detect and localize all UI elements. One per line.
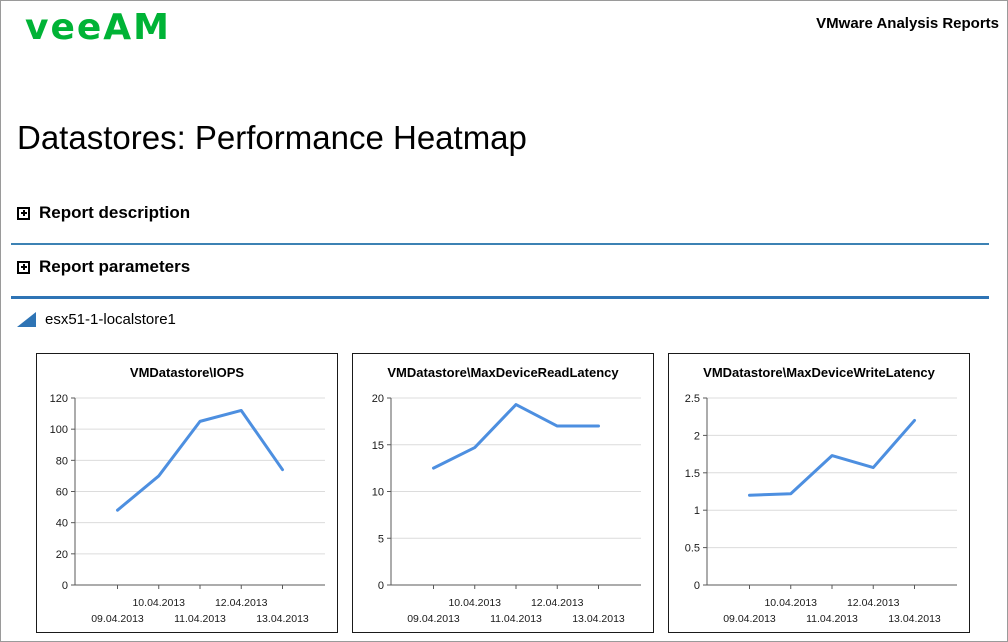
chart-title: VMDatastore\MaxDeviceWriteLatency — [703, 365, 935, 380]
svg-text:0: 0 — [694, 580, 700, 592]
svg-text:12.04.2013: 12.04.2013 — [531, 597, 584, 609]
charts-row: VMDatastore\IOPS 0 20 40 60 80 100 120 09.04.20… — [36, 353, 970, 633]
svg-text:09.04.2013: 09.04.2013 — [91, 613, 144, 625]
svg-text:0: 0 — [378, 580, 384, 592]
datastore-section-header[interactable]: esx51-1-localstore1 — [17, 311, 176, 328]
chart-panel-read-latency: VMDatastore\MaxDeviceReadLatency 0 5 10 15 2… — [352, 353, 654, 633]
write-latency-line-chart: 0 0.5 1 1.5 2 2.5 09.04.2013 10.04.2013 11.04.20… — [685, 393, 957, 625]
report-parameters-header[interactable]: Report parameters — [17, 257, 190, 277]
report-description-label: Report description — [39, 203, 191, 222]
svg-text:10: 10 — [372, 487, 384, 499]
svg-text:13.04.2013: 13.04.2013 — [888, 613, 941, 625]
svg-text:20: 20 — [56, 549, 68, 561]
veeam-logo: veeAM — [25, 7, 171, 48]
chart-title: VMDatastore\IOPS — [129, 365, 245, 380]
report-parameters-label: Report parameters — [39, 257, 191, 276]
svg-text:80: 80 — [56, 455, 68, 467]
read-latency-line-chart: 0 5 10 15 20 09.04.2013 10.04.2013 11.04.2013 12… — [372, 393, 641, 625]
svg-text:12.04.2013: 12.04.2013 — [215, 597, 268, 609]
collapse-triangle-icon[interactable] — [17, 312, 36, 327]
report-suite-title: VMware Analysis Reports — [816, 15, 999, 32]
svg-text:10.04.2013: 10.04.2013 — [764, 597, 817, 609]
svg-text:15: 15 — [372, 440, 384, 452]
svg-text:11.04.2013: 11.04.2013 — [174, 613, 226, 625]
chart-title: VMDatastore\MaxDeviceReadLatency — [387, 365, 619, 380]
svg-text:5: 5 — [378, 533, 384, 545]
svg-text:11.04.2013: 11.04.2013 — [806, 613, 858, 625]
svg-text:1: 1 — [694, 505, 700, 517]
iops-line-chart: 0 20 40 60 80 100 120 09.04.2013 10.04.2013 11.04… — [50, 393, 325, 625]
svg-text:0.5: 0.5 — [685, 543, 700, 555]
svg-text:60: 60 — [56, 487, 68, 499]
svg-text:2: 2 — [694, 430, 700, 442]
page-title: Datastores: Performance Heatmap — [17, 119, 527, 156]
expand-plus-icon[interactable] — [17, 206, 30, 220]
datastore-name: esx51-1-localstore1 — [45, 311, 176, 328]
svg-text:100: 100 — [50, 424, 68, 436]
svg-text:09.04.2013: 09.04.2013 — [407, 613, 460, 625]
section-divider-thick — [11, 296, 989, 299]
expand-plus-icon[interactable] — [17, 260, 30, 274]
chart-panel-write-latency: VMDatastore\MaxDeviceWriteLatency 0 0.5 1 1… — [668, 353, 970, 633]
report-description-header[interactable]: Report description — [17, 203, 190, 223]
svg-text:10.04.2013: 10.04.2013 — [448, 597, 501, 609]
svg-text:120: 120 — [50, 393, 68, 405]
svg-text:20: 20 — [372, 393, 384, 405]
chart-panel-iops: VMDatastore\IOPS 0 20 40 60 80 100 120 09.04.20… — [36, 353, 338, 633]
svg-text:11.04.2013: 11.04.2013 — [490, 613, 542, 625]
svg-text:0: 0 — [62, 580, 68, 592]
svg-text:13.04.2013: 13.04.2013 — [572, 613, 625, 625]
svg-text:09.04.2013: 09.04.2013 — [723, 613, 776, 625]
svg-text:2.5: 2.5 — [685, 393, 700, 405]
section-divider — [11, 243, 989, 245]
svg-text:40: 40 — [56, 518, 68, 530]
svg-text:12.04.2013: 12.04.2013 — [847, 597, 900, 609]
svg-text:10.04.2013: 10.04.2013 — [132, 597, 185, 609]
svg-text:1.5: 1.5 — [685, 468, 700, 480]
svg-text:13.04.2013: 13.04.2013 — [256, 613, 309, 625]
